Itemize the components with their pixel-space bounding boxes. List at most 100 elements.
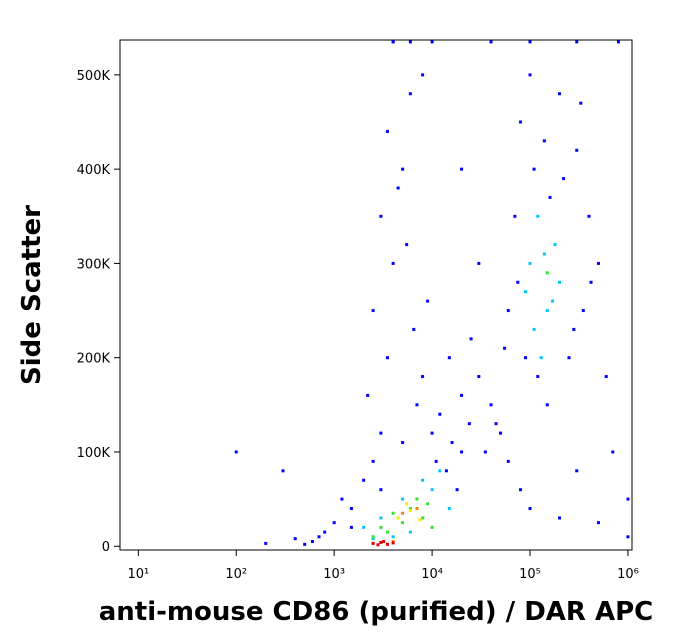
point [438,412,442,416]
point [519,120,523,124]
point [616,40,620,44]
y-tick-label: 500K [77,69,111,84]
point [401,511,405,515]
point [362,525,366,529]
point [401,497,405,501]
point [460,393,464,397]
point [477,261,481,265]
point [596,261,600,265]
point [548,195,552,199]
point [626,497,630,501]
point [349,525,353,529]
point [340,497,344,501]
point [477,375,481,379]
point [408,530,412,534]
point [524,356,528,360]
point [455,488,459,492]
point [317,535,321,539]
point [596,521,600,525]
point [421,375,425,379]
point [371,535,375,539]
point [421,478,425,482]
point [323,530,327,534]
point [408,508,412,512]
point [575,40,579,44]
point [532,327,536,331]
point [376,543,380,547]
point [401,441,405,445]
point [469,337,473,341]
point [408,507,412,511]
point [444,469,448,473]
point [528,261,532,265]
point [391,511,395,515]
point [460,450,464,454]
point [438,469,442,473]
point [391,541,395,545]
x-tick-label: 10⁵ [519,567,541,582]
point [575,148,579,152]
point [539,356,543,360]
point [430,525,434,529]
point [349,507,353,511]
point [421,516,425,520]
y-tick-label: 0 [102,540,110,555]
point [528,507,532,511]
point [447,507,451,511]
point [567,356,571,360]
point [332,521,336,525]
y-tick-label: 400K [77,163,111,178]
point [572,327,576,331]
point [528,40,532,44]
point [513,214,517,218]
point [391,261,395,265]
point [434,459,438,463]
point [579,101,583,105]
point [385,530,389,534]
point [415,507,419,511]
x-tick-label: 10¹ [127,567,149,582]
point [604,375,608,379]
point [430,488,434,492]
point [519,488,523,492]
point [371,537,375,541]
point [562,177,566,181]
point [532,167,536,171]
point [310,540,314,544]
point [536,375,540,379]
point [494,422,498,426]
point [396,186,400,190]
point [611,450,615,454]
point [379,540,383,544]
point [382,540,386,544]
point [408,40,412,44]
point [401,521,405,525]
point [447,356,451,360]
point [412,327,416,331]
point [553,243,557,247]
point [234,450,238,454]
point [542,139,546,143]
point [545,403,549,407]
point [460,167,464,171]
point [516,280,520,284]
point [430,40,434,44]
point [557,280,561,284]
y-axis-label: Side Scatter [17,205,47,385]
plot-frame [119,39,633,551]
point [405,502,409,506]
point [371,541,375,545]
point [385,356,389,360]
point [581,309,585,313]
point [545,271,549,275]
point [293,537,297,541]
point [506,309,510,313]
point [264,541,268,545]
point [379,488,383,492]
y-tick-label: 100K [77,446,111,461]
point [415,497,419,501]
point [467,422,471,426]
point [589,280,593,284]
x-tick-label: 10² [225,567,247,582]
